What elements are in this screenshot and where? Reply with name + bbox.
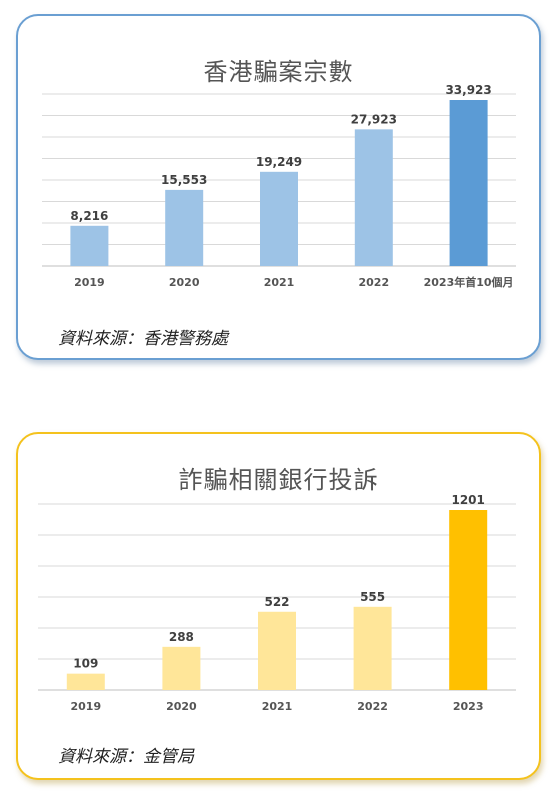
category-label: 2023 <box>453 700 484 713</box>
category-label: 2022 <box>357 700 388 713</box>
category-label: 2019 <box>74 276 105 289</box>
value-label: 15,553 <box>161 173 207 187</box>
category-label: 2022 <box>358 276 389 289</box>
source-note: 資料來源：香港警務處 <box>58 329 228 349</box>
chart-title: 香港騙案宗數 <box>203 58 354 86</box>
source-note: 資料來源：金管局 <box>58 747 194 767</box>
category-label: 2021 <box>262 700 293 713</box>
bar-2021 <box>260 171 298 266</box>
value-label: 8,216 <box>70 209 108 223</box>
category-label: 2020 <box>166 700 197 713</box>
bank-complaints-card: 詐騙相關銀行投訴 109 2019 288 2020 522 2021 555 2022 120… <box>16 432 541 780</box>
chart-title: 詐騙相關銀行投訴 <box>178 466 379 494</box>
value-label: 1201 <box>451 493 484 507</box>
fraud-cases-card: 香港騙案宗數 8,216 2019 15,553 2020 19,249 2021 27,9… <box>16 14 541 360</box>
bar-2023年首10個月 <box>449 100 488 266</box>
value-label: 555 <box>360 590 385 604</box>
bar-2019 <box>70 225 109 266</box>
value-label: 522 <box>264 595 289 609</box>
bar-2021 <box>258 611 296 690</box>
category-label: 2023年首10個月 <box>424 275 514 289</box>
bar-2020 <box>162 646 201 690</box>
value-label: 27,923 <box>351 112 397 126</box>
value-label: 288 <box>169 630 194 644</box>
bar-2022 <box>354 129 393 266</box>
bar-2022 <box>353 606 392 690</box>
category-label: 2019 <box>70 700 101 713</box>
value-label: 19,249 <box>256 155 302 169</box>
bar-2020 <box>165 189 204 266</box>
bank-complaints-chart: 109 2019 288 2020 522 2021 555 2022 1201 2023 <box>38 493 516 713</box>
category-label: 2021 <box>264 276 295 289</box>
fraud-cases-chart: 8,216 2019 15,553 2020 19,249 2021 27,923 2022 3… <box>42 83 516 289</box>
value-label: 33,923 <box>445 83 491 97</box>
value-label: 109 <box>73 657 98 671</box>
bar-2019 <box>66 673 105 690</box>
category-label: 2020 <box>169 276 200 289</box>
bar-2023 <box>449 510 488 690</box>
